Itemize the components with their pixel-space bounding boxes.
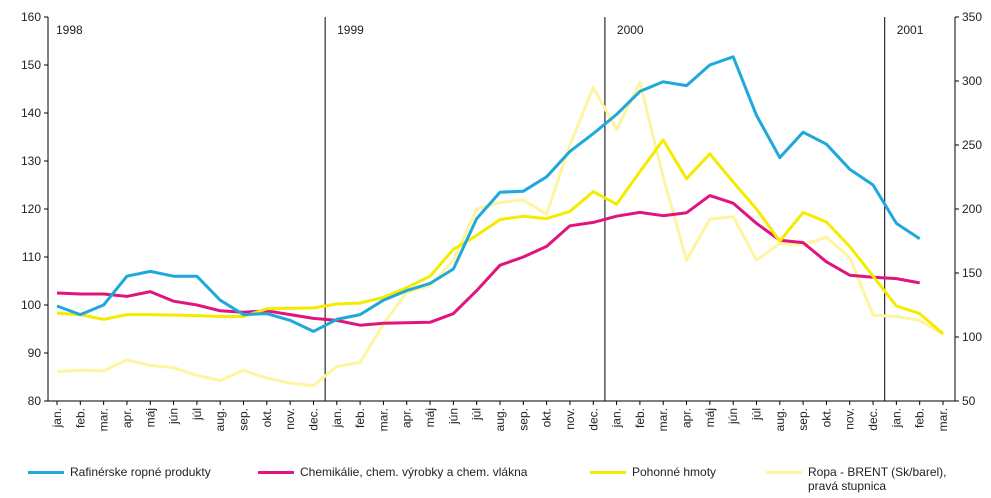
y2-tick-label: 200: [962, 202, 982, 216]
x-tick-label: dec.: [866, 408, 880, 431]
legend-label: Pohonné hmoty: [632, 465, 717, 479]
x-tick-label: jan.: [889, 408, 903, 428]
legend-label: Ropa - BRENT (Sk/barel), pravá stupnica: [808, 465, 947, 493]
y-tick-label: 80: [28, 394, 42, 408]
series-line: [56, 55, 921, 333]
y-tick-label: 90: [28, 346, 42, 360]
y-tick-label: 120: [21, 202, 41, 216]
x-tick-label: dec.: [306, 408, 320, 431]
legend-item: Rafinérske ropné produkty: [28, 465, 270, 479]
x-tick-label: máj: [423, 408, 437, 427]
year-label: 1999: [337, 23, 364, 37]
x-tick-label: nov.: [843, 408, 857, 430]
x-tick-label: mar.: [936, 408, 950, 431]
legend-swatch: [258, 471, 294, 474]
y2-tick-label: 50: [962, 394, 976, 408]
series-line: [56, 80, 944, 388]
x-tick-label: jún: [167, 408, 181, 425]
year-label: 1998: [56, 23, 83, 37]
y2-tick-label: 350: [962, 10, 982, 24]
x-tick-label: jan.: [330, 408, 344, 428]
x-tick-label: jan.: [50, 408, 64, 428]
legend-item: Chemikálie, chem. výrobky a chem. vlákna: [258, 465, 600, 479]
x-tick-label: okt.: [819, 408, 833, 427]
x-tick-label: feb.: [633, 408, 647, 428]
legend-swatch: [766, 471, 802, 474]
x-tick-label: sep.: [796, 408, 810, 431]
y-tick-label: 140: [21, 106, 41, 120]
y-tick-label: 110: [22, 250, 41, 264]
x-tick-label: júl: [749, 408, 763, 421]
x-tick-label: nov.: [563, 408, 577, 430]
x-tick-label: jún: [446, 408, 460, 425]
x-tick-label: júl: [190, 408, 204, 421]
x-tick-label: mar.: [376, 408, 390, 431]
x-tick-label: okt.: [540, 408, 554, 427]
x-tick-label: nov.: [283, 408, 297, 430]
x-tick-label: aug.: [213, 408, 227, 431]
x-tick-label: apr.: [680, 408, 694, 428]
y-tick-label: 100: [21, 298, 41, 312]
legend-swatch: [28, 471, 64, 474]
x-tick-label: máj: [703, 408, 717, 427]
x-tick-label: júl: [470, 408, 484, 421]
series-line: [56, 138, 944, 335]
x-tick-label: jan.: [610, 408, 624, 428]
y2-tick-label: 100: [962, 330, 982, 344]
chart: 80 90 100 110 120 130 140 150 160 50 100 150 200 250 3…: [21, 10, 982, 431]
x-tick-label: aug.: [493, 408, 507, 431]
x-tick-label: feb.: [353, 408, 367, 428]
x-tick-label: apr.: [120, 408, 134, 428]
x-tick-label: apr.: [400, 408, 414, 428]
x-tick-label: mar.: [97, 408, 111, 431]
legend: Rafinérske ropné produkty Chemikálie, che…: [0, 462, 991, 498]
legend-swatch: [590, 471, 626, 474]
legend-item: Ropa - BRENT (Sk/barel), pravá stupnica: [766, 465, 973, 493]
x-tick-label: máj: [143, 408, 157, 427]
legend-item: Pohonné hmoty: [590, 465, 802, 479]
y2-tick-label: 250: [962, 138, 982, 152]
year-label: 2001: [897, 23, 924, 37]
x-tick-label: aug.: [773, 408, 787, 431]
x-tick-label: okt.: [260, 408, 274, 427]
x-tick-label: jún: [726, 408, 740, 425]
series-line: [56, 194, 920, 327]
x-tick-label: dec.: [586, 408, 600, 431]
y-tick-label: 130: [21, 154, 41, 168]
y-tick-label: 150: [21, 58, 41, 72]
legend-label: Rafinérske ropné produkty: [70, 465, 211, 479]
x-tick-label: sep.: [516, 408, 530, 431]
y2-tick-label: 300: [962, 74, 982, 88]
y-tick-label: 160: [21, 10, 41, 24]
year-label: 2000: [617, 23, 644, 37]
x-tick-label: feb.: [913, 408, 927, 428]
x-tick-label: sep.: [237, 408, 251, 431]
x-tick-label: mar.: [656, 408, 670, 431]
legend-label: Chemikálie, chem. výrobky a chem. vlákna: [300, 465, 528, 479]
y2-tick-label: 150: [962, 266, 982, 280]
x-tick-label: feb.: [73, 408, 87, 428]
